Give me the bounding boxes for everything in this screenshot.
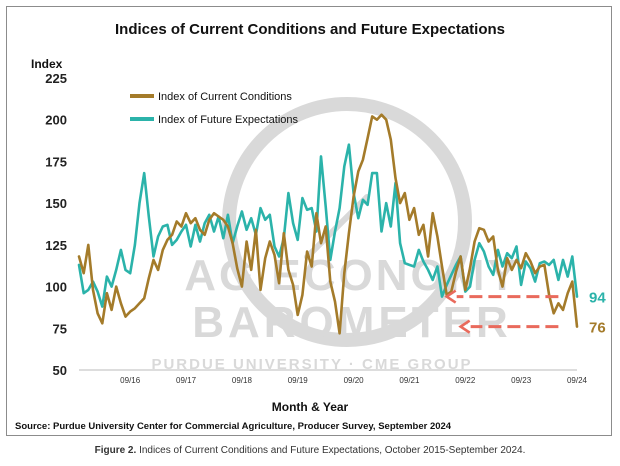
chart-title: Indices of Current Conditions and Future… — [114, 21, 506, 38]
figure-caption: Figure 2. Indices of Current Conditions … — [0, 445, 620, 456]
y-tick-label: 75 — [53, 321, 67, 336]
x-tick-label: 09/18 — [232, 376, 253, 385]
y-tick-label: 175 — [45, 154, 67, 169]
x-tick-label: 09/17 — [176, 376, 197, 385]
figure-caption-text: Indices of Current Conditions and Future… — [139, 445, 526, 456]
current-low-arrow — [458, 319, 559, 334]
y-tick-label: 225 — [45, 71, 67, 86]
figure-caption-label: Figure 2. — [94, 445, 137, 456]
x-tick-label: 09/19 — [288, 376, 309, 385]
y-tick-label: 125 — [45, 238, 67, 253]
y-tick-label: 200 — [45, 113, 67, 128]
future-expectations-line — [77, 143, 579, 308]
y-tick-label: 100 — [45, 280, 67, 295]
x-tick-label: 09/23 — [511, 376, 532, 385]
watermark-line2: BAROMETER — [192, 298, 512, 347]
future-low-arrow — [444, 289, 559, 304]
y-axis-label: Index — [31, 57, 63, 71]
line-chart: AG ECONOMY BAROMETER PURDUE UNIVERSITY ·… — [45, 71, 606, 385]
x-tick-label: 09/22 — [455, 376, 476, 385]
chart-frame: Indices of Current Conditions and Future… — [6, 6, 612, 436]
watermark: AG ECONOMY BAROMETER PURDUE UNIVERSITY ·… — [151, 97, 517, 373]
x-tick-label: 09/21 — [399, 376, 420, 385]
watermark-line3: PURDUE UNIVERSITY · CME GROUP — [151, 356, 472, 373]
future-low-arrow-head — [444, 289, 457, 304]
current-end-label: 76 — [589, 320, 606, 337]
x-tick-label: 09/24 — [567, 376, 588, 385]
x-axis-label: Month & Year — [271, 400, 349, 414]
future-end-label: 94 — [589, 290, 606, 307]
x-tick-label: 09/16 — [120, 376, 141, 385]
x-tick-label: 09/20 — [344, 376, 365, 385]
y-tick-label: 50 — [53, 363, 67, 378]
current-low-arrow-head — [458, 319, 471, 334]
y-tick-label: 150 — [45, 196, 67, 211]
current-conditions-line — [77, 113, 579, 335]
legend-entry: Index of Future Expectations — [158, 114, 299, 126]
legend-entry: Index of Current Conditions — [158, 91, 292, 103]
source-note: Source: Purdue University Center for Com… — [15, 421, 452, 432]
